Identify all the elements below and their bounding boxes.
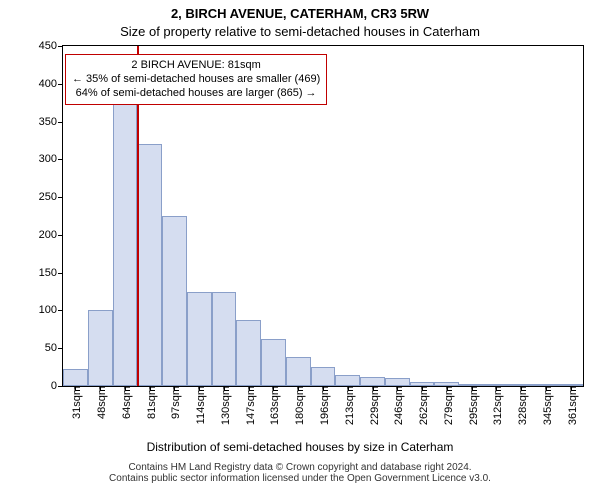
x-tick-label: 130sqm	[220, 386, 232, 425]
chart-footer: Contains HM Land Registry data © Crown c…	[0, 462, 600, 484]
x-tick-label: 328sqm	[517, 386, 529, 425]
histogram-bar	[137, 144, 162, 386]
x-tick-label: 246sqm	[393, 386, 405, 425]
x-tick-label: 213sqm	[344, 386, 356, 425]
callout-line-2: ← 35% of semi-detached houses are smalle…	[72, 73, 320, 87]
callout-line-1: 2 BIRCH AVENUE: 81sqm	[72, 59, 320, 73]
histogram-bar	[212, 292, 237, 386]
histogram-bar	[311, 367, 336, 386]
histogram-bar	[236, 320, 261, 386]
x-tick-label: 97sqm	[170, 386, 182, 419]
histogram-bar	[360, 377, 385, 386]
histogram-bar	[385, 378, 410, 386]
histogram-bar	[261, 339, 286, 386]
plot-area: 05010015020025030035040045031sqm48sqm64s…	[62, 45, 584, 387]
histogram-bar	[162, 216, 187, 386]
histogram-bar	[63, 369, 88, 386]
x-tick-label: 31sqm	[71, 386, 83, 419]
x-axis-label: Distribution of semi-detached houses by …	[0, 440, 600, 454]
x-tick-label: 163sqm	[269, 386, 281, 425]
chart-title-address: 2, BIRCH AVENUE, CATERHAM, CR3 5RW	[0, 6, 600, 21]
x-tick-label: 48sqm	[96, 386, 108, 419]
x-tick-label: 229sqm	[369, 386, 381, 425]
x-tick-label: 196sqm	[319, 386, 331, 425]
histogram-bar	[113, 103, 138, 386]
x-tick-label: 295sqm	[468, 386, 480, 425]
histogram-bar	[335, 375, 360, 386]
x-tick-label: 279sqm	[443, 386, 455, 425]
x-tick-label: 262sqm	[418, 386, 430, 425]
histogram-bar	[286, 357, 311, 386]
callout-box: 2 BIRCH AVENUE: 81sqm← 35% of semi-detac…	[65, 54, 327, 105]
histogram-bar	[88, 310, 113, 386]
x-tick-label: 147sqm	[245, 386, 257, 425]
x-tick-label: 361sqm	[567, 386, 579, 425]
footer-line-1: Contains HM Land Registry data © Crown c…	[0, 462, 600, 473]
x-tick-label: 81sqm	[146, 386, 158, 419]
chart-title-subtitle: Size of property relative to semi-detach…	[0, 24, 600, 39]
chart-container: { "title_line1": "2, BIRCH AVENUE, CATER…	[0, 0, 600, 500]
callout-line-3: 64% of semi-detached houses are larger (…	[72, 87, 320, 101]
histogram-bar	[187, 292, 212, 386]
x-tick-label: 64sqm	[121, 386, 133, 419]
x-tick-label: 114sqm	[195, 386, 207, 424]
x-tick-label: 345sqm	[542, 386, 554, 425]
x-tick-label: 312sqm	[492, 386, 504, 425]
x-tick-label: 180sqm	[294, 386, 306, 425]
footer-line-2: Contains public sector information licen…	[0, 473, 600, 484]
